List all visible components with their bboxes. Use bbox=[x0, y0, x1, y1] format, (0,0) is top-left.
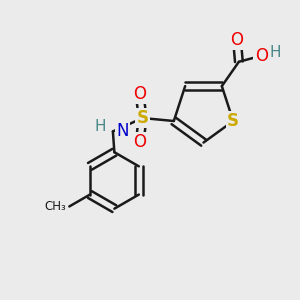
Text: CH₃: CH₃ bbox=[45, 200, 66, 213]
Text: H: H bbox=[95, 118, 106, 134]
Text: H: H bbox=[270, 45, 281, 60]
Text: S: S bbox=[227, 112, 239, 130]
Text: O: O bbox=[133, 134, 146, 152]
Text: O: O bbox=[255, 47, 268, 65]
Text: S: S bbox=[136, 109, 148, 127]
Text: N: N bbox=[116, 122, 129, 140]
Text: O: O bbox=[133, 85, 146, 103]
Text: O: O bbox=[230, 31, 243, 49]
